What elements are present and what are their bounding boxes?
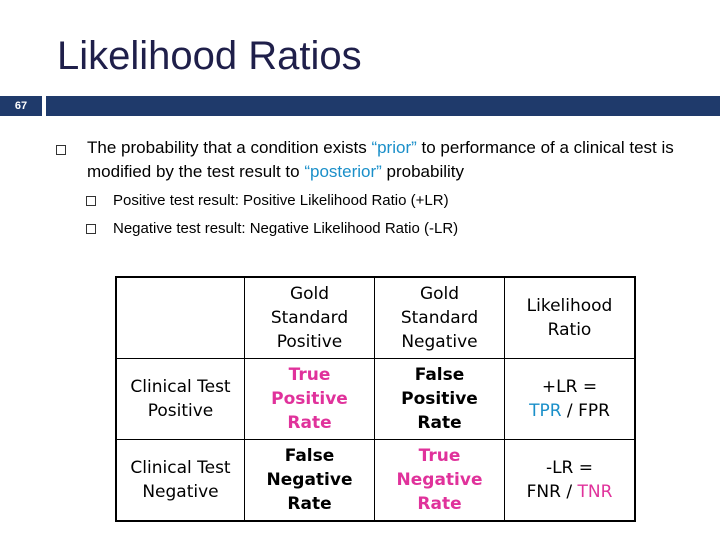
cell-line: Rate [287, 413, 332, 433]
formula-line: FNR / TNR [505, 480, 634, 504]
formula-prefix: -LR = [545, 458, 594, 478]
cell-line: Negative [266, 470, 353, 490]
row-label-line: Clinical Test [130, 377, 231, 397]
formula-separator: / [560, 482, 578, 502]
cell-false-negative-rate: False Negative Rate [244, 439, 375, 522]
main-bullet-part2: to performance of a clinical test is mod… [87, 138, 674, 181]
cell-line: True [418, 446, 461, 466]
formula-tpr: TPR [529, 401, 562, 421]
table-row: Clinical Test Negative False Negative Ra… [115, 439, 636, 522]
sub-bullet-negative: Negative test result: Negative Likelihoo… [113, 220, 459, 237]
slide-title: Likelihood Ratios [57, 34, 362, 78]
sub-bullet-icon [86, 196, 96, 206]
header-line: Gold [289, 284, 330, 304]
cell-true-positive-rate: True Positive Rate [244, 358, 375, 440]
likelihood-ratio-table: Gold Standard Positive Gold Standard Neg… [115, 276, 636, 522]
row-label-line: Negative [142, 482, 219, 502]
table-header-row: Gold Standard Positive Gold Standard Neg… [116, 276, 636, 359]
cell-line: False [284, 446, 335, 466]
row-label-clinical-test-negative: Clinical Test Negative [115, 439, 245, 522]
formula-tnr: TNR [577, 482, 613, 502]
table-corner-cell [116, 277, 245, 359]
cell-line: True [288, 365, 331, 385]
cell-line: Positive [401, 389, 478, 409]
header-gold-standard-negative: Gold Standard Negative [374, 276, 505, 359]
header-line: Standard [400, 308, 479, 328]
sub-bullet-icon [86, 224, 96, 234]
cell-line: Negative [396, 470, 483, 490]
sub-bullet-positive: Positive test result: Positive Likelihoo… [113, 192, 449, 209]
slide-header-bar: 67 [0, 96, 720, 116]
header-line: Positive [276, 332, 343, 352]
table-row: Clinical Test Positive True Positive Rat… [115, 358, 636, 440]
main-bullet-part1: The probability that a condition exists [87, 138, 372, 157]
main-bullet-part3: probability [381, 162, 465, 181]
formula-fpr: FPR [578, 401, 610, 421]
formula-fnr: FNR [526, 482, 561, 502]
prior-term: “prior” [371, 138, 417, 157]
row-label-line: Positive [147, 401, 214, 421]
header-rule [46, 96, 720, 116]
row-label-line: Clinical Test [130, 458, 231, 478]
cell-positive-lr-formula: +LR = TPR / FPR [504, 358, 636, 440]
cell-line: False [414, 365, 465, 385]
cell-line: Rate [417, 494, 462, 514]
formula-prefix: +LR = [541, 377, 598, 397]
header-gold-standard-positive: Gold Standard Positive [244, 276, 375, 359]
slide-number: 67 [0, 96, 42, 116]
header-line: Standard [270, 308, 349, 328]
formula-separator: / [561, 401, 579, 421]
cell-false-positive-rate: False Positive Rate [374, 358, 505, 440]
header-line: Ratio [547, 320, 592, 340]
cell-line: Rate [417, 413, 462, 433]
header-line: Likelihood [526, 296, 613, 316]
cell-true-negative-rate: True Negative Rate [374, 439, 505, 522]
main-bullet-text: The probability that a condition exists … [87, 136, 707, 184]
cell-line: Positive [271, 389, 348, 409]
cell-negative-lr-formula: -LR = FNR / TNR [504, 439, 636, 522]
posterior-term: “posterior” [304, 162, 382, 181]
cell-line: Rate [287, 494, 332, 514]
formula-line: TPR / FPR [505, 399, 634, 423]
row-label-clinical-test-positive: Clinical Test Positive [115, 358, 245, 440]
header-line: Negative [401, 332, 478, 352]
header-line: Gold [419, 284, 460, 304]
bullet-square-icon [56, 145, 66, 155]
header-likelihood-ratio: Likelihood Ratio [504, 276, 636, 359]
